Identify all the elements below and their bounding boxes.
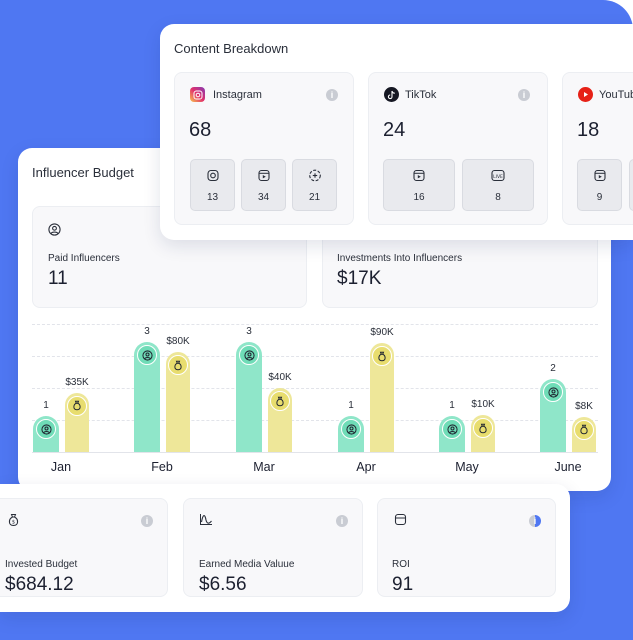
instagram-posts-tile[interactable]: 13 bbox=[190, 159, 235, 211]
metrics-card: $ i Invested Budget $684.12 i Earned Med… bbox=[0, 484, 570, 612]
chart-gridline bbox=[32, 356, 598, 357]
paid-influencers-label: Paid Influencers bbox=[48, 253, 120, 264]
youtube-secondary-tile[interactable] bbox=[629, 159, 633, 211]
svg-text:$: $ bbox=[12, 520, 15, 526]
sub-count: 16 bbox=[413, 192, 425, 203]
money-bag-icon bbox=[168, 355, 188, 375]
sub-count: 21 bbox=[308, 192, 321, 203]
user-circle-icon bbox=[543, 382, 563, 402]
platform-tiktok[interactable]: TikTok i 24 16 LIVE 8 bbox=[368, 72, 548, 225]
story-icon bbox=[308, 169, 321, 187]
chart-category-label: Feb bbox=[151, 460, 173, 474]
info-icon[interactable]: i bbox=[326, 89, 338, 101]
metric-value: 91 bbox=[392, 574, 414, 595]
user-circle-icon bbox=[36, 419, 56, 439]
platform-count: 24 bbox=[383, 119, 406, 141]
user-circle-icon bbox=[442, 419, 462, 439]
sub-count: 9 bbox=[596, 192, 603, 203]
info-icon[interactable]: i bbox=[518, 89, 530, 101]
sub-count: 8 bbox=[495, 192, 501, 203]
platform-instagram[interactable]: Instagram i 68 13 34 21 bbox=[174, 72, 354, 225]
metric-value: $684.12 bbox=[5, 574, 74, 595]
chart-data-label: 3 bbox=[246, 326, 252, 337]
money-bag-icon bbox=[574, 419, 594, 440]
box-icon bbox=[394, 513, 407, 531]
chart-gridline bbox=[32, 324, 598, 325]
instagram-post-icon bbox=[206, 169, 219, 187]
user-circle-icon bbox=[239, 345, 259, 365]
money-bag-icon bbox=[372, 346, 392, 366]
reel-icon bbox=[413, 169, 426, 187]
influencer-budget-title: Influencer Budget bbox=[32, 165, 134, 180]
platform-count: 18 bbox=[577, 119, 600, 141]
earned-media-value-tile[interactable]: i Earned Media Valuue $6.56 bbox=[183, 498, 363, 597]
chart-data-label: 1 bbox=[348, 400, 354, 411]
investments-value: $17K bbox=[337, 268, 382, 289]
chart-data-label: 3 bbox=[144, 326, 150, 337]
reel-icon bbox=[593, 169, 606, 187]
chart-baseline bbox=[32, 452, 598, 453]
chart-data-label: $10K bbox=[471, 399, 495, 410]
tiktok-videos-tile[interactable]: 16 bbox=[383, 159, 455, 211]
live-icon: LIVE bbox=[491, 169, 506, 187]
svg-text:LIVE: LIVE bbox=[493, 174, 503, 180]
platform-name: TikTok bbox=[405, 89, 437, 101]
money-bag-icon bbox=[270, 391, 290, 411]
chart-data-label: 1 bbox=[449, 400, 455, 411]
chart-gridline bbox=[32, 420, 598, 421]
invested-budget-tile[interactable]: $ i Invested Budget $684.12 bbox=[0, 498, 168, 597]
reel-icon bbox=[257, 169, 270, 187]
platform-count: 68 bbox=[189, 119, 212, 141]
chart-category-label: Jan bbox=[50, 460, 72, 474]
info-icon[interactable]: i bbox=[529, 515, 541, 527]
content-breakdown-card: Content Breakdown Instagram i 68 13 34 2… bbox=[160, 24, 633, 240]
wave-chart-icon bbox=[199, 513, 213, 531]
chart-data-label: 1 bbox=[43, 400, 49, 411]
sub-count: 34 bbox=[257, 192, 270, 203]
chart-gridline bbox=[32, 388, 598, 389]
investments-label: Investments Into Influencers bbox=[337, 253, 463, 264]
metric-value: $6.56 bbox=[199, 574, 247, 595]
money-bag-icon: $ bbox=[7, 513, 20, 532]
money-bag-icon bbox=[473, 418, 493, 438]
tiktok-live-tile[interactable]: LIVE 8 bbox=[462, 159, 534, 211]
platform-youtube[interactable]: YouTub 18 9 bbox=[562, 72, 633, 225]
chart-data-label: $35K bbox=[65, 376, 89, 388]
chart-data-label: $40K bbox=[268, 372, 292, 383]
sub-count: 13 bbox=[206, 192, 219, 203]
metric-label: Earned Media Valuue bbox=[199, 559, 295, 570]
user-circle-icon bbox=[48, 223, 61, 241]
chart-category-label: June bbox=[554, 460, 582, 474]
youtube-icon bbox=[578, 87, 593, 102]
metric-label: ROI bbox=[392, 559, 410, 570]
chart-data-label: $80K bbox=[166, 336, 190, 347]
roi-tile[interactable]: i ROI 91 bbox=[377, 498, 556, 597]
chart-category-label: May bbox=[455, 460, 479, 474]
platform-name: Instagram bbox=[213, 89, 262, 101]
money-bag-icon bbox=[67, 395, 87, 416]
chart-category-label: Mar bbox=[253, 460, 275, 474]
instagram-icon bbox=[190, 87, 205, 102]
tiktok-icon bbox=[384, 87, 399, 102]
chart-data-label: 2 bbox=[550, 363, 556, 374]
chart-data-label: $90K bbox=[370, 327, 394, 338]
content-breakdown-title: Content Breakdown bbox=[174, 41, 289, 56]
instagram-reels-tile[interactable]: 34 bbox=[241, 159, 286, 211]
chart-category-label: Apr bbox=[356, 460, 376, 474]
info-icon[interactable]: i bbox=[336, 515, 348, 527]
youtube-videos-tile[interactable]: 9 bbox=[577, 159, 622, 211]
paid-influencers-value: 11 bbox=[48, 268, 68, 289]
user-circle-icon bbox=[137, 345, 157, 365]
user-circle-icon bbox=[341, 419, 361, 439]
chart-data-label: $8K bbox=[575, 400, 593, 412]
metric-label: Invested Budget bbox=[5, 559, 78, 570]
instagram-stories-tile[interactable]: 21 bbox=[292, 159, 337, 211]
info-icon[interactable]: i bbox=[141, 515, 153, 527]
platform-name: YouTub bbox=[599, 89, 633, 101]
